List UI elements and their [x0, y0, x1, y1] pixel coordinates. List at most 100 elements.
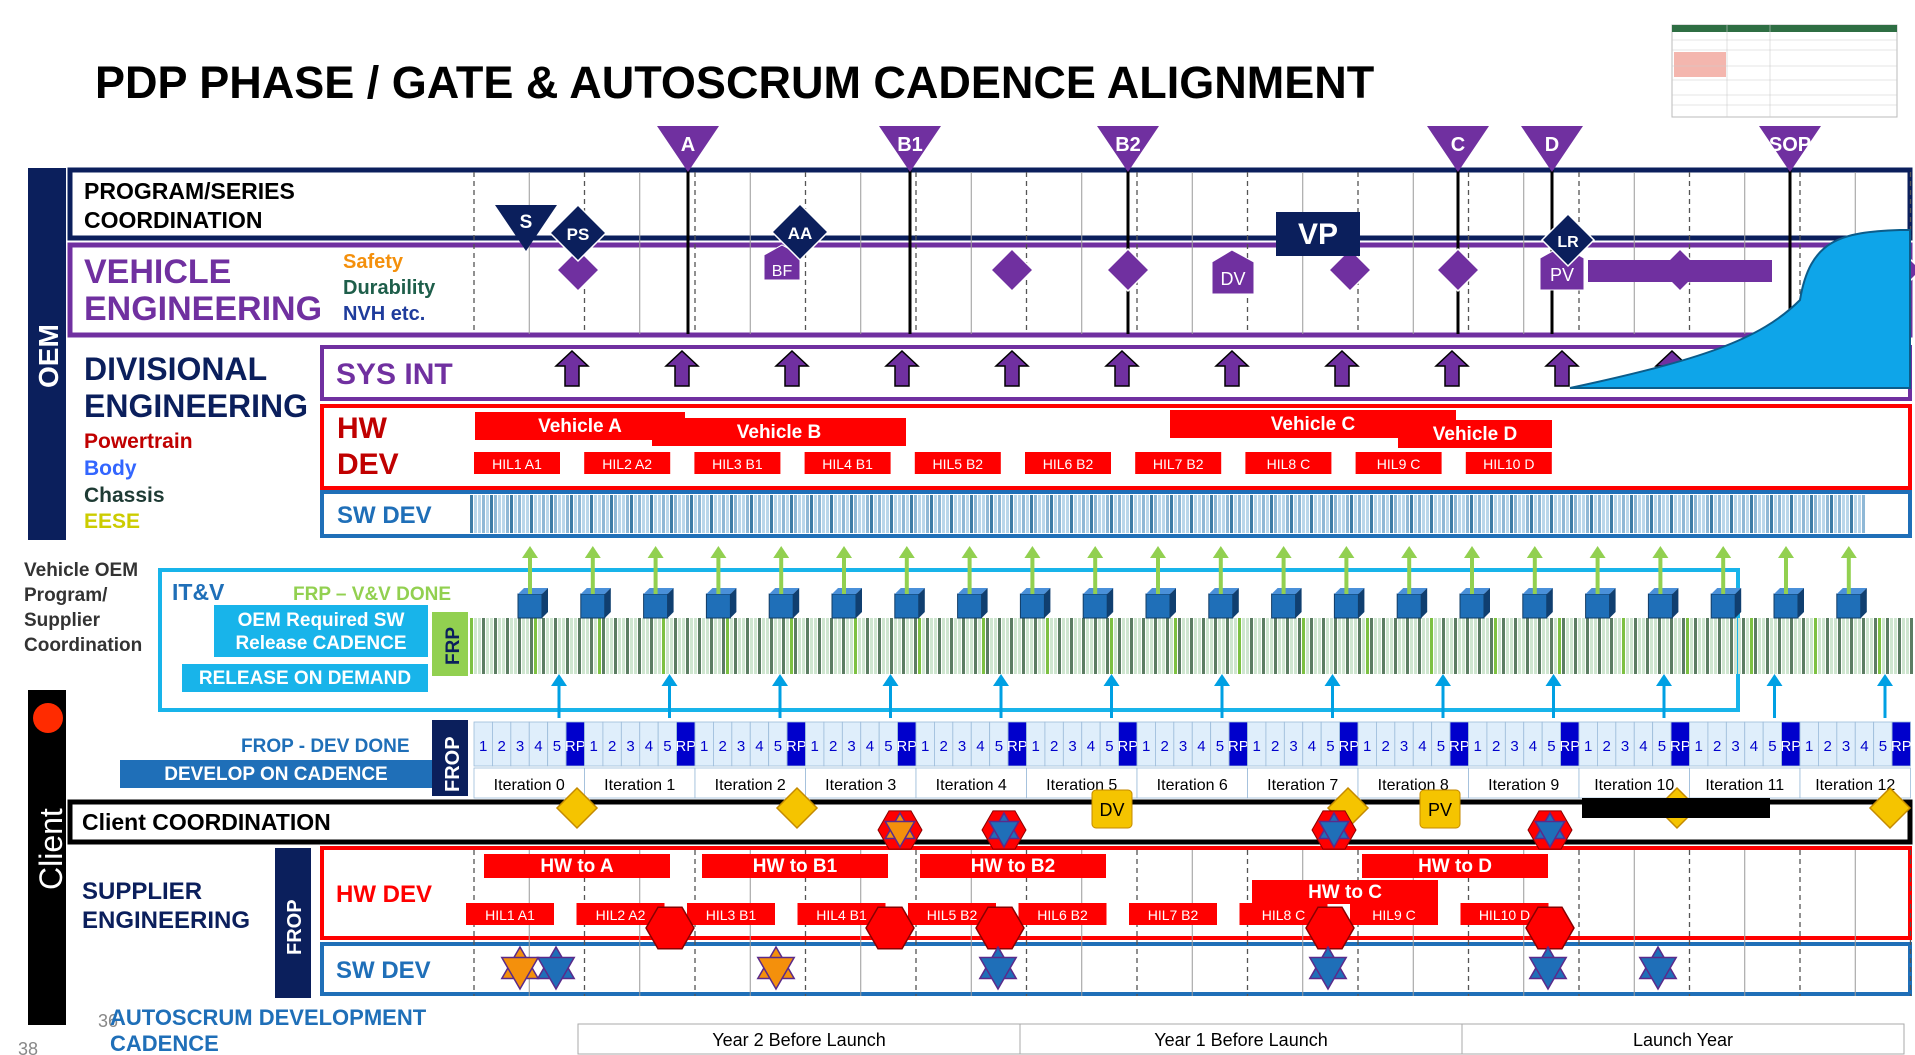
supplier-hil-box: [576, 903, 665, 925]
frp-stripe: [566, 618, 569, 674]
frp-stripe: [1454, 618, 1457, 674]
frp-stripe: [1518, 618, 1521, 674]
sw-stripe: [834, 495, 837, 533]
frp-stripe: [622, 618, 625, 674]
sw-stripe: [950, 495, 953, 533]
frp-stripe: [1374, 618, 1377, 674]
frp-stripe: [534, 618, 537, 674]
frp-stripe: [666, 618, 669, 674]
frp-stripe: [970, 618, 973, 674]
sw-stripe: [1838, 495, 1841, 533]
oem-hil-label: HIL8 C: [1267, 456, 1311, 472]
green-arrow-head: [1024, 546, 1041, 558]
sw-stripe: [1366, 495, 1369, 533]
frp-cube-side: [856, 588, 862, 618]
sw-stripe: [1054, 495, 1057, 533]
sw-stripe: [1730, 495, 1733, 533]
frp-stripe: [1634, 618, 1637, 674]
sw-stripe: [1706, 495, 1709, 533]
frp-stripe: [1318, 618, 1321, 674]
sw-stripe: [662, 495, 665, 533]
frp-stripe: [1210, 618, 1213, 674]
sys-int-label: SYS INT: [336, 358, 453, 391]
sprint-cell-label: RP: [1338, 738, 1359, 755]
green-arrow-head: [1150, 546, 1166, 558]
sw-stripe: [698, 495, 701, 533]
frp-stripe: [638, 618, 641, 674]
sw-stripe: [1298, 495, 1301, 533]
sw-stripe: [1666, 495, 1669, 533]
sw-stripe: [830, 495, 833, 533]
sw-stripe: [1266, 495, 1269, 533]
frp-stripe: [1746, 618, 1749, 674]
sw-stripe: [762, 495, 765, 533]
oem-hil-label: HIL4 B1: [822, 456, 873, 472]
sw-stripe: [1410, 495, 1413, 533]
sw-stripe: [1010, 495, 1013, 533]
iteration-cell: [1136, 767, 1248, 799]
frp-stripe: [782, 618, 785, 674]
sw-stripe: [1182, 495, 1185, 533]
frp-cube: [768, 593, 794, 619]
frp-stripe: [1346, 618, 1349, 674]
sw-stripe: [842, 495, 845, 533]
sw-stripe: [814, 495, 817, 533]
client-side-bar: [28, 690, 66, 1025]
sprint-cell-label: 4: [1860, 738, 1868, 755]
frp-stripe: [1714, 618, 1717, 674]
sprint-cell-label: 1: [1032, 738, 1040, 755]
sw-stripe: [726, 495, 729, 533]
frp-stripe: [750, 618, 753, 674]
frp-cube-top: [957, 588, 988, 594]
frp-stripe: [1798, 618, 1801, 674]
frp-stripe: [1054, 618, 1057, 674]
supplier-hil-boxes: HIL1 A1 HIL2 A2 HIL3 B1 HIL4 B1 HIL5 B2 HIL6 …: [466, 903, 1549, 925]
frp-cube-top: [1208, 588, 1239, 594]
frp-stripe: [1546, 618, 1549, 674]
frp-cube: [1082, 593, 1108, 619]
frp-cube-top: [1774, 588, 1804, 594]
frp-stripe: [526, 618, 529, 674]
sw-stripe: [1442, 495, 1445, 533]
frp-stripe: [1622, 618, 1625, 674]
sw-stripe: [526, 495, 529, 533]
frp-stripe: [1566, 618, 1569, 674]
frp-cube-top: [1334, 588, 1365, 594]
sw-stripe: [566, 495, 569, 533]
sw-stripe: [1742, 495, 1745, 533]
gate-lines: [686, 170, 1792, 334]
sw-stripe: [758, 495, 761, 533]
sw-stripe: [1398, 495, 1401, 533]
client-star: [884, 820, 916, 849]
sw-stripe: [574, 495, 577, 533]
frp-stripe: [1682, 618, 1685, 674]
sw-stripe: [994, 495, 997, 533]
sw-stripe: [502, 495, 505, 533]
frp-stripe: [966, 618, 969, 674]
sw-stripe: [1274, 495, 1277, 533]
frp-stripe: [950, 618, 953, 674]
sprint-cell-label: 3: [1068, 738, 1076, 755]
frp-stripe: [1350, 618, 1353, 674]
sw-stripe: [870, 495, 873, 533]
frp-stripe: [1866, 618, 1869, 674]
frp-stripe: [758, 618, 761, 674]
frp-cube: [643, 593, 669, 619]
frp-stripe: [586, 618, 589, 674]
frp-stripe: [1618, 618, 1621, 674]
sw-stripe: [1258, 495, 1261, 533]
sprint-cell-label: 4: [755, 738, 763, 755]
sw-stripe: [622, 495, 625, 533]
sw-stripe: [1642, 495, 1645, 533]
green-arrow-head: [1338, 546, 1355, 558]
sw-stripe: [626, 495, 629, 533]
supplier-star: [978, 956, 1018, 991]
frp-stripe: [1070, 618, 1073, 674]
frp-stripe: [1438, 618, 1441, 674]
frp-stripe: [1150, 618, 1153, 674]
sw-stripe: [1502, 495, 1505, 533]
frp-stripe: [1202, 618, 1205, 674]
sw-stripe: [1026, 495, 1029, 533]
frp-stripe: [1610, 618, 1613, 674]
sw-stripe: [1202, 495, 1205, 533]
